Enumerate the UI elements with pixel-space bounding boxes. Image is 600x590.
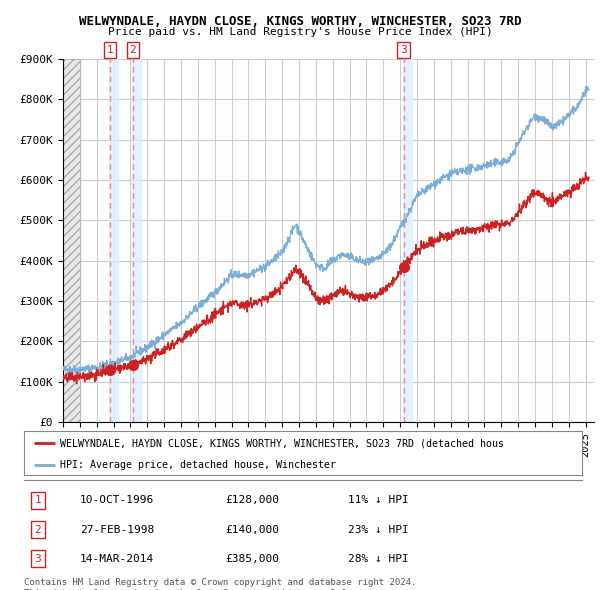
Text: 28% ↓ HPI: 28% ↓ HPI <box>347 554 409 564</box>
Bar <box>63 59 80 422</box>
Bar <box>403 59 412 422</box>
Text: HPI: Average price, detached house, Winchester: HPI: Average price, detached house, Winc… <box>60 460 336 470</box>
Text: Price paid vs. HM Land Registry's House Price Index (HPI): Price paid vs. HM Land Registry's House … <box>107 27 493 37</box>
Bar <box>132 59 142 422</box>
Bar <box>109 59 118 422</box>
Text: £128,000: £128,000 <box>225 495 279 505</box>
Text: 2: 2 <box>130 45 136 55</box>
Bar <box>63 59 80 422</box>
Text: 3: 3 <box>400 45 407 55</box>
Text: 2: 2 <box>35 525 41 535</box>
Text: 3: 3 <box>35 554 41 564</box>
Text: £140,000: £140,000 <box>225 525 279 535</box>
Text: £385,000: £385,000 <box>225 554 279 564</box>
Text: 23% ↓ HPI: 23% ↓ HPI <box>347 525 409 535</box>
Text: 10-OCT-1996: 10-OCT-1996 <box>80 495 154 505</box>
Text: WELWYNDALE, HAYDN CLOSE, KINGS WORTHY, WINCHESTER, SO23 7RD: WELWYNDALE, HAYDN CLOSE, KINGS WORTHY, W… <box>79 15 521 28</box>
Text: 1: 1 <box>35 495 41 505</box>
Text: 14-MAR-2014: 14-MAR-2014 <box>80 554 154 564</box>
Text: 27-FEB-1998: 27-FEB-1998 <box>80 525 154 535</box>
Text: 1: 1 <box>106 45 113 55</box>
Text: WELWYNDALE, HAYDN CLOSE, KINGS WORTHY, WINCHESTER, SO23 7RD (detached hous: WELWYNDALE, HAYDN CLOSE, KINGS WORTHY, W… <box>60 438 504 448</box>
Text: 11% ↓ HPI: 11% ↓ HPI <box>347 495 409 505</box>
Text: Contains HM Land Registry data © Crown copyright and database right 2024.
This d: Contains HM Land Registry data © Crown c… <box>24 578 416 590</box>
